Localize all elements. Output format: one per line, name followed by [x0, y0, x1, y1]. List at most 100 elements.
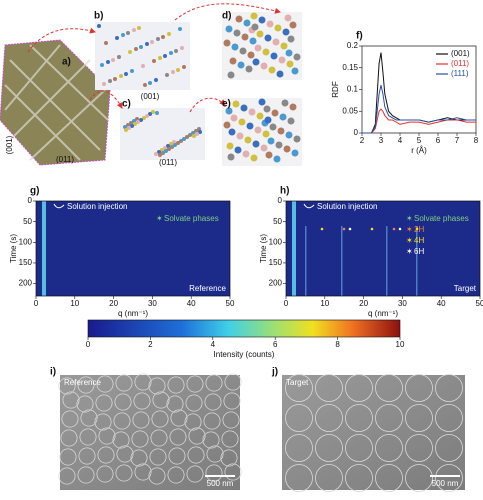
atom	[250, 154, 258, 162]
grain	[95, 394, 113, 412]
legend-marker: ✶	[406, 236, 413, 245]
atom	[276, 70, 284, 78]
atom	[176, 141, 180, 145]
grains	[58, 373, 463, 492]
y-tick-label: 150	[269, 258, 283, 267]
y-tick-label: 0.2	[347, 41, 359, 50]
line	[362, 52, 476, 134]
legend-label: 6H	[414, 247, 424, 256]
corner-label: Reference	[189, 284, 226, 293]
atom	[287, 117, 295, 125]
atom	[289, 103, 297, 111]
atom	[258, 16, 266, 24]
x-tick-label: 5	[417, 136, 422, 145]
x-tick-label: 20	[359, 299, 368, 308]
x-tick-label: 0	[86, 340, 91, 349]
phase-marker	[415, 227, 419, 231]
grain	[186, 465, 204, 483]
heatmap-background	[36, 201, 230, 296]
grain	[205, 374, 223, 392]
grain	[166, 395, 184, 413]
grain	[59, 448, 77, 466]
atom	[260, 144, 268, 152]
legend-label: Solvate phases	[164, 214, 219, 223]
atom	[154, 78, 158, 82]
grain	[97, 446, 115, 464]
atom	[227, 71, 235, 79]
x-tick-label: 40	[437, 299, 446, 308]
grain	[405, 404, 433, 432]
atom	[228, 128, 236, 136]
grain	[60, 429, 78, 447]
grain	[149, 448, 167, 466]
atom	[262, 130, 270, 138]
atom	[178, 27, 182, 31]
phase-marker	[320, 227, 324, 231]
atom	[141, 64, 145, 68]
atom	[136, 120, 140, 124]
x-tick-label: 0	[34, 299, 39, 308]
arrows	[27, 3, 281, 113]
atom	[238, 118, 246, 126]
grain	[405, 434, 433, 462]
y-tick-label: 50	[273, 217, 282, 226]
x-axis-label: Intensity (counts)	[214, 350, 275, 359]
atom	[293, 135, 301, 143]
atom	[100, 63, 104, 67]
legend-label: (011)	[451, 59, 469, 68]
grain	[132, 411, 150, 429]
y-tick-label: 200	[19, 279, 33, 288]
atom	[134, 47, 138, 51]
grain	[77, 376, 95, 394]
atom	[283, 145, 291, 153]
grain	[80, 409, 98, 427]
grain	[133, 392, 151, 410]
grain	[221, 430, 239, 448]
line	[362, 85, 476, 134]
x-tick-label: 40	[187, 299, 196, 308]
grain	[285, 404, 313, 432]
atom	[165, 73, 169, 77]
grain	[152, 391, 170, 409]
atom	[251, 23, 259, 31]
atom	[291, 67, 299, 75]
x-tick-label: 8	[474, 136, 479, 145]
atom	[169, 51, 173, 55]
atom	[282, 28, 290, 36]
atom	[285, 49, 293, 57]
illustration-b	[95, 22, 190, 90]
atom	[126, 31, 130, 35]
atom	[267, 137, 275, 145]
grain	[148, 467, 166, 485]
legend-label: 2H	[414, 225, 424, 234]
atom	[130, 69, 134, 73]
x-tick-label: 8	[335, 340, 340, 349]
line	[362, 108, 476, 134]
grain	[285, 464, 313, 492]
atom	[269, 123, 277, 131]
atom	[291, 149, 299, 157]
y-tick-label: 100	[19, 237, 33, 246]
grain	[170, 409, 188, 427]
grain	[115, 464, 133, 482]
grain	[220, 449, 238, 467]
phase-marker	[398, 227, 402, 231]
heatmap-band	[416, 226, 418, 296]
atom	[258, 98, 266, 106]
grain	[435, 434, 463, 462]
atom	[176, 68, 180, 72]
grain	[188, 427, 206, 445]
atom	[111, 58, 115, 62]
y-axis-label: Time (s)	[9, 234, 18, 263]
atom	[139, 118, 143, 122]
y-tick-label: 0.1	[347, 85, 359, 94]
atom	[227, 153, 235, 161]
plot-frame	[285, 200, 481, 297]
grain	[285, 374, 313, 402]
atom	[143, 83, 147, 87]
grain	[185, 394, 203, 412]
atom	[231, 43, 239, 51]
heatmap-background	[286, 201, 480, 296]
legend-marker: ✶	[406, 214, 413, 223]
grain	[315, 374, 343, 402]
